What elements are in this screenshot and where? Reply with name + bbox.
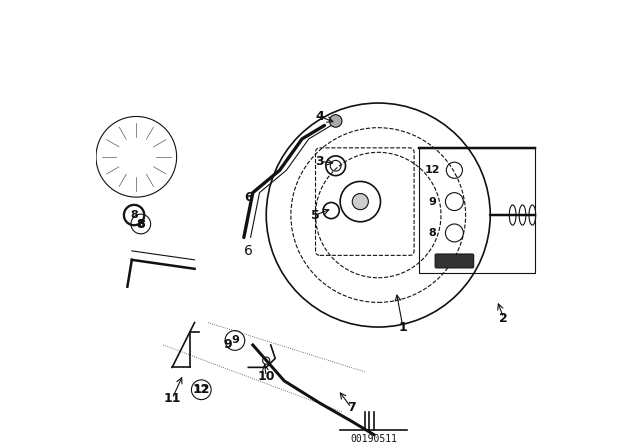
Text: 9: 9 bbox=[231, 336, 239, 345]
Text: 3: 3 bbox=[316, 155, 324, 168]
Text: 11: 11 bbox=[163, 392, 181, 405]
Text: 12: 12 bbox=[424, 165, 440, 175]
Text: 1: 1 bbox=[399, 320, 407, 334]
Circle shape bbox=[330, 115, 342, 127]
Text: 8: 8 bbox=[428, 228, 436, 238]
Text: 2: 2 bbox=[499, 311, 508, 325]
Text: 10: 10 bbox=[257, 370, 275, 383]
Bar bbox=[419, 148, 535, 273]
Text: 7: 7 bbox=[347, 401, 356, 414]
Text: 12: 12 bbox=[193, 383, 210, 396]
Text: 9: 9 bbox=[428, 197, 436, 207]
Text: 4: 4 bbox=[316, 110, 324, 123]
Text: 6: 6 bbox=[244, 244, 253, 258]
Text: 12: 12 bbox=[193, 385, 209, 395]
Text: 6: 6 bbox=[244, 190, 253, 204]
FancyBboxPatch shape bbox=[435, 254, 474, 268]
Text: 00190511: 00190511 bbox=[350, 434, 397, 444]
Text: 8: 8 bbox=[137, 219, 145, 229]
Text: 8: 8 bbox=[130, 210, 138, 220]
Text: 5: 5 bbox=[311, 208, 320, 222]
Circle shape bbox=[352, 194, 369, 210]
Text: 8: 8 bbox=[136, 217, 145, 231]
Text: 9: 9 bbox=[224, 338, 232, 352]
